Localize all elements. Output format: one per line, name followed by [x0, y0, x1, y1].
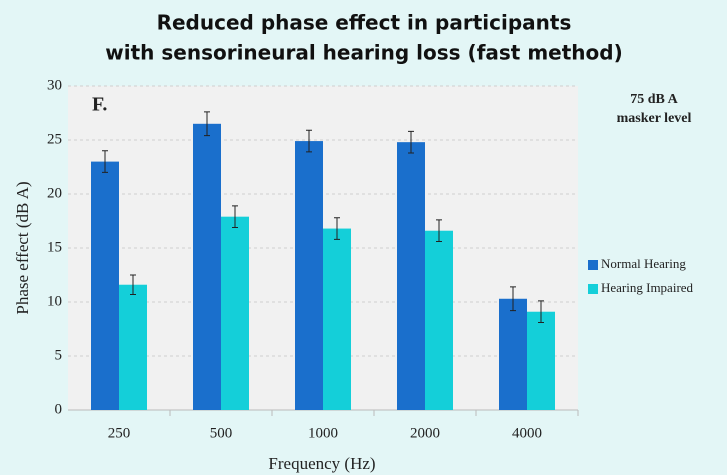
y-tick-label: 25 [47, 131, 62, 147]
error-bar [408, 130, 414, 154]
y-tick-label: 20 [47, 185, 62, 201]
error-bar [510, 286, 516, 312]
y-tick-label: 15 [47, 239, 62, 255]
bar [499, 298, 527, 410]
error-bar [306, 129, 312, 153]
bar [91, 161, 119, 410]
legend-label: Hearing Impaired [601, 280, 694, 295]
x-tick-label: 500 [210, 425, 233, 441]
error-bar [334, 217, 340, 240]
x-tick-label: 2000 [410, 425, 440, 441]
bar [221, 216, 249, 410]
panel-label: F. [92, 94, 107, 116]
x-tick-label: 4000 [512, 425, 542, 441]
y-tick-label: 5 [55, 347, 63, 363]
bar [527, 311, 555, 410]
x-tick-label: 1000 [308, 425, 338, 441]
bar [295, 141, 323, 410]
error-bar [538, 300, 544, 324]
y-tick-label: 10 [47, 293, 62, 309]
legend-swatch [588, 260, 598, 270]
bar [323, 228, 351, 410]
legend-label: Normal Hearing [601, 256, 686, 271]
error-bar [204, 111, 210, 137]
error-bar [130, 274, 136, 295]
y-tick-label: 30 [47, 77, 62, 93]
error-bar [102, 150, 108, 173]
chart-title: with sensorineural hearing loss (fast me… [105, 41, 622, 65]
bar [397, 142, 425, 410]
annotation: 75 dB A [630, 92, 678, 107]
error-bar [436, 219, 442, 243]
y-axis-label: Phase effect (dB A) [13, 181, 32, 314]
bar [193, 123, 221, 411]
bar [425, 230, 453, 410]
legend-swatch [588, 284, 598, 294]
x-tick-label: 250 [108, 425, 131, 441]
x-axis-label: Frequency (Hz) [268, 454, 375, 473]
error-bar [232, 205, 238, 228]
bar [119, 284, 147, 410]
chart-title: Reduced phase effect in participants [157, 11, 572, 35]
y-tick-label: 0 [55, 401, 63, 417]
annotation: masker level [617, 111, 692, 126]
